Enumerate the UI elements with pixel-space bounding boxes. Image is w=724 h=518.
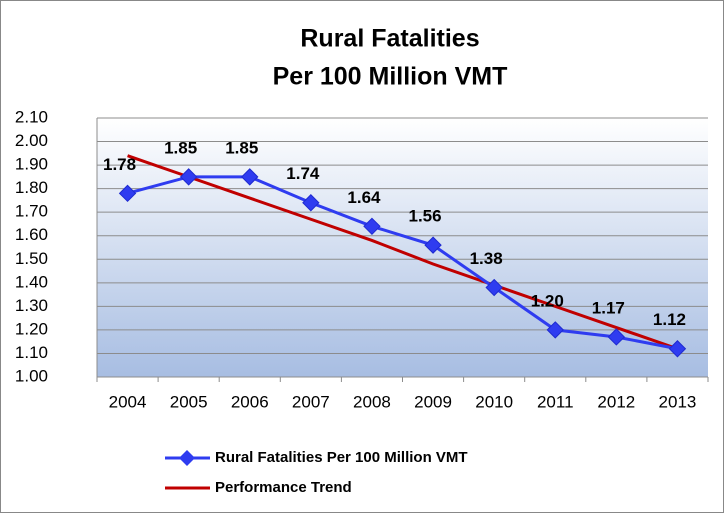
data-label: 1.17 — [592, 298, 625, 317]
legend-label: Performance Trend — [215, 479, 352, 496]
data-label: 1.74 — [286, 164, 320, 183]
marker — [179, 168, 198, 186]
data-label: 1.78 — [103, 155, 136, 174]
y-tick-label: 1.50 — [15, 249, 48, 268]
data-label: 1.12 — [653, 310, 686, 329]
y-tick-label: 1.10 — [15, 343, 48, 362]
x-tick-label: 2009 — [414, 392, 452, 411]
data-label: 1.20 — [531, 291, 564, 310]
data-label: 1.64 — [347, 188, 381, 207]
marker — [485, 278, 503, 297]
x-tick-label: 2004 — [109, 392, 147, 411]
data-label: 1.85 — [225, 138, 258, 157]
series-line — [127, 154, 678, 351]
legend-label: Rural Fatalities Per 100 Million VMT — [215, 449, 468, 466]
marker — [546, 321, 564, 339]
x-tick-label: 2008 — [353, 392, 391, 411]
y-tick-label: 1.30 — [15, 296, 48, 315]
marker — [118, 184, 137, 203]
marker — [363, 217, 381, 236]
marker — [424, 236, 442, 254]
x-tick-label: 2013 — [659, 392, 697, 411]
x-tick-label: 2011 — [537, 392, 574, 411]
y-tick-label: 1.40 — [15, 272, 48, 291]
marker — [607, 328, 626, 346]
y-tick-label: 1.70 — [15, 202, 48, 221]
y-tick-label: 1.00 — [15, 366, 48, 385]
y-tick-label: 2.00 — [15, 131, 48, 150]
data-label: 1.56 — [409, 207, 442, 226]
marker — [668, 340, 687, 358]
y-tick-label: 1.80 — [15, 178, 48, 197]
y-tick-label: 1.20 — [15, 319, 48, 338]
x-tick-label: 2006 — [231, 392, 269, 411]
chart-title: Rural Fatalities — [300, 25, 479, 53]
y-tick-label: 2.10 — [15, 107, 48, 126]
x-tick-label: 2005 — [170, 392, 208, 411]
chart-title: Per 100 Million VMT — [273, 63, 508, 91]
x-tick-label: 2012 — [597, 392, 635, 411]
x-tick-label: 2007 — [292, 392, 330, 411]
plot-area — [97, 118, 708, 377]
series-line — [127, 175, 678, 351]
y-tick-label: 1.90 — [15, 155, 48, 174]
x-tick-label: 2010 — [475, 392, 513, 411]
data-label: 1.85 — [164, 138, 197, 157]
legend-marker — [179, 450, 195, 466]
marker — [241, 168, 259, 186]
data-label: 1.38 — [470, 249, 503, 268]
marker — [302, 194, 320, 212]
y-tick-label: 1.60 — [15, 225, 48, 244]
